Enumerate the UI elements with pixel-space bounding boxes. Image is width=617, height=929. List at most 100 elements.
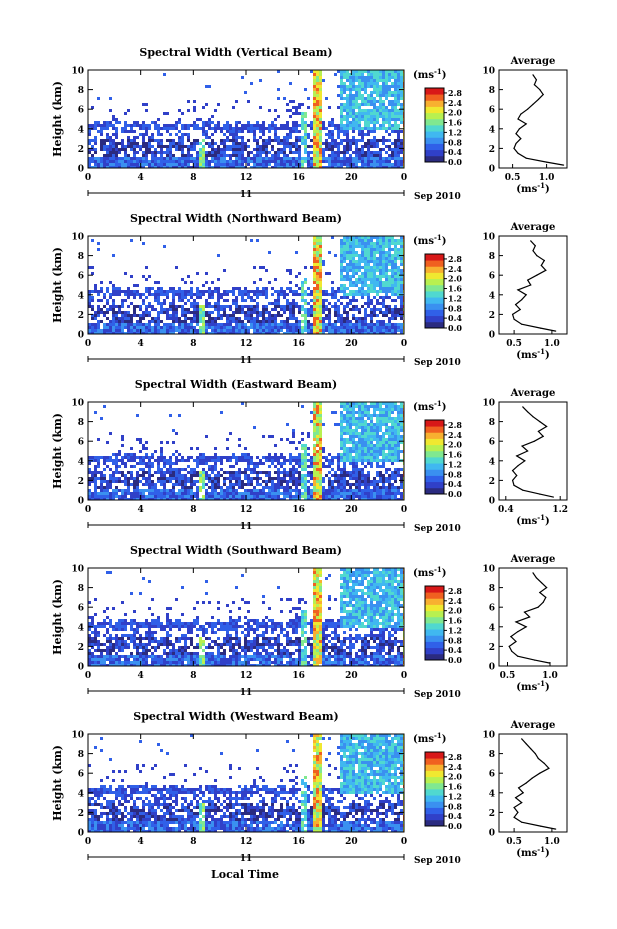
- colorbar-tick-label: 2.0: [448, 440, 462, 450]
- average-point: [525, 626, 527, 628]
- average-title: Average: [510, 554, 556, 565]
- colorbar-cell: [425, 795, 444, 799]
- x-tick-label: 0: [401, 837, 407, 847]
- average-point: [539, 421, 541, 423]
- colorbar-cell: [425, 88, 444, 92]
- average-point: [511, 650, 513, 652]
- colorbar-cell: [425, 656, 444, 661]
- average-point: [513, 147, 515, 149]
- panel-1: Spectral Width (Vertical Beam) Height (km…: [51, 46, 568, 202]
- average-point: [530, 748, 532, 750]
- colorbar-cell: [425, 752, 444, 756]
- average-y-tick-label: 6: [489, 106, 495, 116]
- x-tick-label: 0: [85, 671, 91, 681]
- colorbar-cell: [425, 272, 444, 276]
- average-point: [530, 284, 532, 286]
- y-tick-label: 10: [71, 731, 84, 741]
- colorbar-tick-label: 0.8: [448, 635, 462, 645]
- colorbar-cell: [425, 632, 444, 636]
- average-y-tick-label: 10: [482, 233, 495, 243]
- colorbar-cell: [425, 134, 444, 138]
- colorbar-cell: [425, 275, 444, 280]
- colorbar-tick-label: 0.8: [448, 469, 462, 479]
- y-tick-label: 8: [78, 86, 84, 96]
- average-profile-line: [511, 406, 554, 498]
- average-point: [543, 762, 545, 765]
- colorbar-tick-label: 2.8: [448, 254, 462, 264]
- x-tick-label: 12: [240, 339, 253, 349]
- average-point: [530, 240, 532, 242]
- average-y-tick-label: 4: [489, 457, 495, 467]
- heatmap-field: [88, 70, 404, 168]
- colorbar-cell: [425, 819, 444, 824]
- colorbar-cell: [425, 487, 444, 492]
- average-point: [537, 757, 539, 760]
- colorbar-cell: [425, 146, 444, 151]
- colorbar-unit: (ms-1): [413, 565, 446, 579]
- y-tick-label: 6: [78, 106, 84, 116]
- colorbar-cell: [425, 755, 444, 759]
- average-point: [522, 792, 524, 794]
- x-tick-label: 16: [292, 837, 305, 847]
- colorbar-cell: [425, 257, 444, 261]
- average-point: [521, 445, 523, 447]
- average-profile-line: [513, 74, 564, 166]
- colorbar-tick-label: 0.8: [448, 801, 462, 811]
- colorbar-tick-label: 0.4: [448, 479, 462, 489]
- average-x-label: (ms-1): [516, 513, 549, 527]
- y-tick-label: 6: [78, 604, 84, 614]
- colorbar-tick-label: 2.8: [448, 420, 462, 430]
- average-point: [511, 479, 514, 481]
- y-tick-label: 8: [78, 750, 84, 760]
- average-point: [526, 108, 529, 110]
- average-point: [518, 128, 521, 130]
- average-y-tick-label: 2: [489, 311, 495, 321]
- average-point: [542, 601, 544, 603]
- average-y-tick-label: 2: [489, 643, 495, 653]
- colorbar-tick-label: 1.6: [448, 118, 462, 128]
- colorbar-cell: [425, 792, 444, 796]
- y-axis-label: Height (km): [51, 745, 64, 821]
- average-point: [536, 274, 538, 276]
- colorbar-cell: [425, 318, 444, 323]
- x-tick-label: 20: [345, 173, 358, 183]
- colorbar-tick-label: 2.8: [448, 88, 462, 98]
- colorbar-cell: [425, 490, 444, 495]
- colorbar-cell: [425, 457, 444, 461]
- colorbar-cell: [425, 254, 444, 258]
- average-point: [549, 662, 551, 664]
- colorbar-cell: [425, 94, 444, 98]
- x-tick-label: 16: [292, 671, 305, 681]
- average-point: [535, 79, 538, 81]
- colorbar-cell: [425, 822, 444, 827]
- colorbar-cell: [425, 804, 444, 808]
- average-point: [539, 327, 542, 329]
- colorbar-cell: [425, 143, 444, 147]
- colorbar-cell: [425, 149, 444, 154]
- average-point: [517, 289, 519, 291]
- colorbar-cell: [425, 97, 444, 101]
- colorbar-cell: [425, 303, 444, 307]
- y-tick-label: 6: [78, 438, 84, 448]
- average-point: [532, 74, 534, 76]
- colorbar-cell: [425, 118, 444, 123]
- month-label: Sep 2010: [414, 192, 461, 202]
- average-point: [537, 98, 540, 100]
- x-tick-label: 4: [138, 339, 144, 349]
- colorbar-cell: [425, 321, 444, 326]
- colorbar-cell: [425, 789, 444, 793]
- y-tick-label: 10: [71, 565, 84, 575]
- colorbar-cell: [425, 626, 444, 630]
- colorbar-frame: [424, 87, 445, 163]
- average-point: [525, 123, 527, 125]
- average-y-tick-label: 8: [489, 86, 495, 96]
- x-tick-label: 0: [401, 505, 407, 515]
- colorbar-cell: [425, 121, 444, 126]
- average-point: [545, 596, 547, 599]
- average-point: [525, 294, 527, 296]
- average-y-tick-label: 8: [489, 252, 495, 262]
- colorbar-cell: [425, 444, 444, 449]
- colorbar-tick-label: 2.4: [448, 98, 462, 108]
- colorbar-cell: [425, 653, 444, 658]
- average-point: [529, 616, 531, 618]
